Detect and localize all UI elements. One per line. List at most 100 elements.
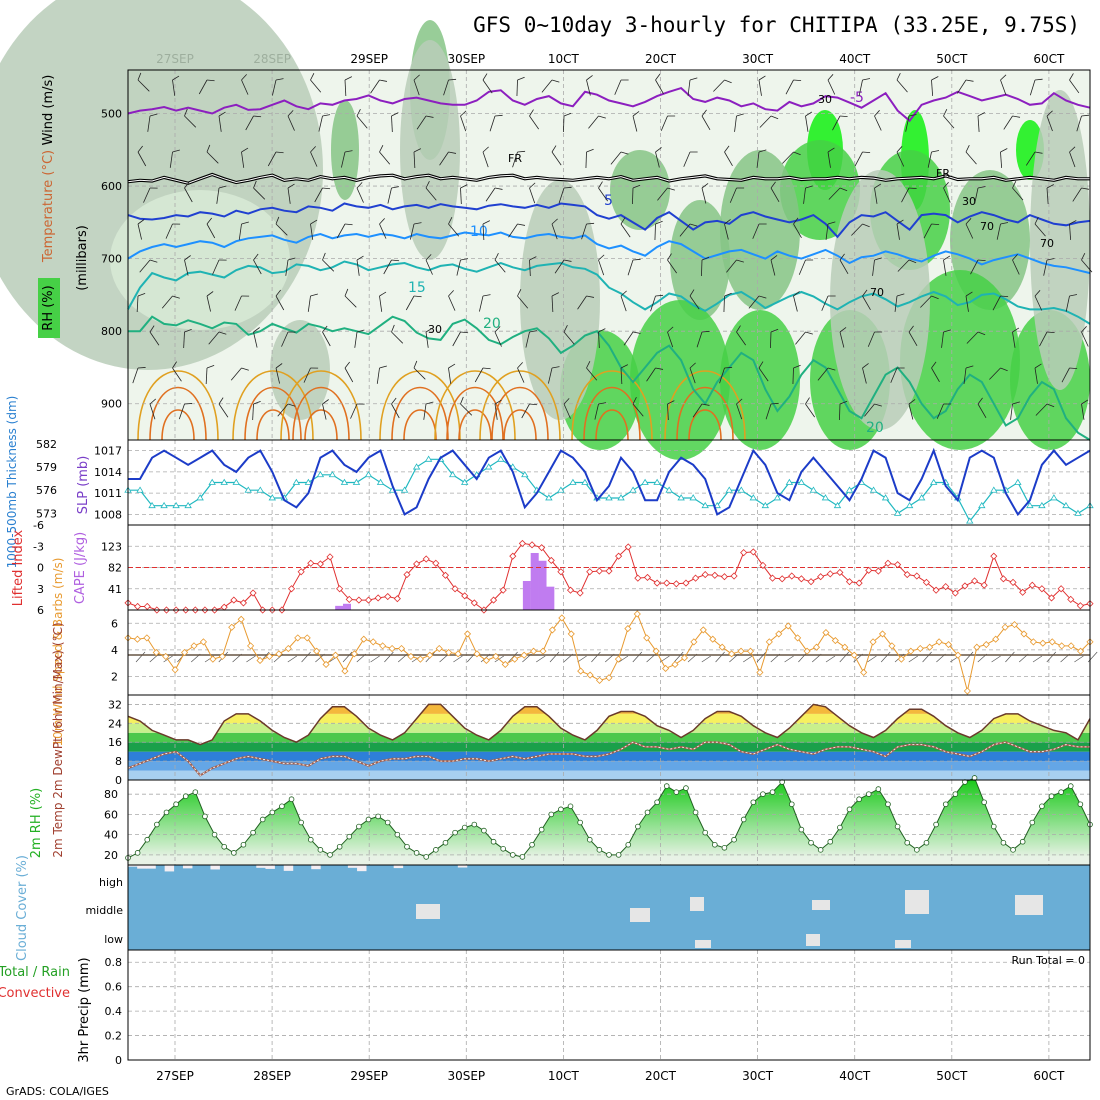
wind-barb-feather bbox=[943, 108, 948, 117]
wind-barb-feather bbox=[218, 185, 227, 189]
rh-point bbox=[134, 850, 141, 856]
wind-barb-staff bbox=[517, 367, 525, 383]
wind-barb-feather bbox=[1081, 326, 1087, 333]
temp-contour-label: 20 bbox=[866, 420, 884, 436]
wind-barb bbox=[139, 259, 158, 273]
thickness-point bbox=[292, 478, 301, 485]
lifted-index-point bbox=[970, 577, 979, 585]
wind-barb-feather bbox=[310, 367, 319, 369]
wind-barb bbox=[310, 219, 318, 240]
cloud-clear-cell bbox=[393, 865, 404, 869]
lifted-index-point bbox=[528, 541, 536, 549]
wind-barb-staff bbox=[793, 223, 802, 239]
wind-speed-point bbox=[718, 643, 726, 651]
lifted-index-point bbox=[403, 571, 411, 579]
precip-panel: 0 0.2 0.4 0.6 0.8 Run Total = 0 3hr Precip (mm… bbox=[0, 949, 1091, 1067]
x-tick-label-bottom: 10CT bbox=[548, 1069, 580, 1083]
temp-band bbox=[128, 742, 1090, 752]
wind-barb-staff bbox=[1034, 295, 1043, 311]
wind-barb bbox=[736, 325, 747, 346]
wind-barb-feather bbox=[184, 403, 193, 405]
cloud-clear-cell bbox=[265, 865, 275, 869]
wind-barb-staff bbox=[1046, 187, 1049, 204]
pressure-tick-label: 500 bbox=[101, 108, 122, 121]
thickness-point bbox=[497, 455, 505, 462]
rh-point bbox=[817, 847, 824, 853]
wind-barb bbox=[137, 219, 145, 240]
lifted-index-point bbox=[297, 568, 305, 576]
thickness-tick-label: 576 bbox=[36, 484, 57, 497]
wind-barb-staff bbox=[554, 259, 565, 274]
wind-barb-staff bbox=[494, 331, 502, 347]
rh-point bbox=[490, 838, 497, 845]
rh-point bbox=[481, 827, 487, 834]
wind-barb-staff bbox=[405, 295, 415, 311]
wind-barb bbox=[654, 220, 663, 241]
wind-barb bbox=[149, 325, 160, 346]
x-tick-label-bottom: 50CT bbox=[936, 1069, 968, 1083]
wind-barb bbox=[1034, 290, 1043, 311]
rh-contour-label: 30 bbox=[428, 323, 442, 336]
wind-barb bbox=[558, 186, 572, 204]
temp-contour-20 bbox=[128, 315, 1091, 441]
wind-barb-staff bbox=[632, 187, 634, 205]
rh-point bbox=[952, 791, 959, 797]
wind-speed-point bbox=[794, 634, 802, 642]
wind-barb bbox=[689, 362, 696, 384]
wind-barb-staff bbox=[391, 403, 400, 419]
wind-barb bbox=[839, 253, 849, 275]
wind-barb-feather bbox=[943, 182, 949, 189]
lifted-index-point bbox=[1028, 581, 1036, 589]
wind-barb-staff bbox=[1025, 151, 1036, 166]
wind-barb bbox=[448, 290, 456, 311]
wind-barb-staff bbox=[795, 331, 806, 345]
lifted-index-point bbox=[307, 559, 315, 567]
wind-barb-10m bbox=[673, 651, 684, 663]
precip-tick-label: 0.6 bbox=[105, 981, 123, 994]
wind-barb-staff bbox=[867, 331, 875, 347]
rh-point bbox=[577, 819, 583, 826]
wind-barb-feather bbox=[137, 367, 146, 369]
wind-barb bbox=[287, 183, 295, 204]
wind-speed-point bbox=[643, 634, 651, 642]
wind-speed-point bbox=[294, 634, 302, 642]
wind-barb-staff bbox=[517, 295, 529, 309]
wind-speed-point bbox=[907, 647, 915, 655]
wind-barb-10m bbox=[536, 655, 546, 663]
precip-tick-label: 0.4 bbox=[105, 1005, 123, 1018]
rh-point bbox=[586, 836, 593, 843]
rh-point bbox=[192, 789, 199, 795]
wind-barb-staff bbox=[817, 367, 829, 381]
wind-barb-10m bbox=[508, 651, 518, 663]
wind-barb-feather bbox=[563, 186, 572, 189]
wind-barb-staff bbox=[356, 115, 368, 129]
lifted-index-point bbox=[451, 585, 459, 593]
wind-barb-staff bbox=[1012, 259, 1020, 275]
wind-barb-staff bbox=[322, 331, 331, 347]
wind-barb bbox=[253, 180, 266, 200]
wind-barb-feather bbox=[356, 329, 365, 333]
wind-barb bbox=[344, 76, 353, 96]
li-tick-label: 3 bbox=[37, 583, 44, 596]
wind-barb-staff bbox=[287, 115, 295, 131]
wind-barb bbox=[890, 367, 905, 383]
wind-barb-feather bbox=[149, 187, 158, 189]
wind-barb-feather bbox=[241, 221, 249, 225]
li-tick-label: 6 bbox=[37, 604, 44, 617]
wind-barb bbox=[1046, 110, 1053, 132]
wind-barb-feather bbox=[149, 113, 158, 117]
wind-barb bbox=[858, 78, 871, 96]
wind-speed-point bbox=[567, 630, 575, 638]
wind-barb-feather bbox=[793, 79, 802, 82]
wind-barb-feather bbox=[149, 325, 155, 333]
wind-barb bbox=[184, 108, 197, 128]
wind-barb-feather bbox=[689, 223, 698, 227]
wind-barb-staff bbox=[1069, 223, 1072, 240]
wind-barb bbox=[512, 150, 526, 168]
wind-barb-staff bbox=[1081, 331, 1089, 347]
wind-barb-feather bbox=[391, 112, 399, 117]
wind-barb-staff bbox=[966, 331, 979, 344]
cloud-clear-cell bbox=[146, 865, 156, 869]
